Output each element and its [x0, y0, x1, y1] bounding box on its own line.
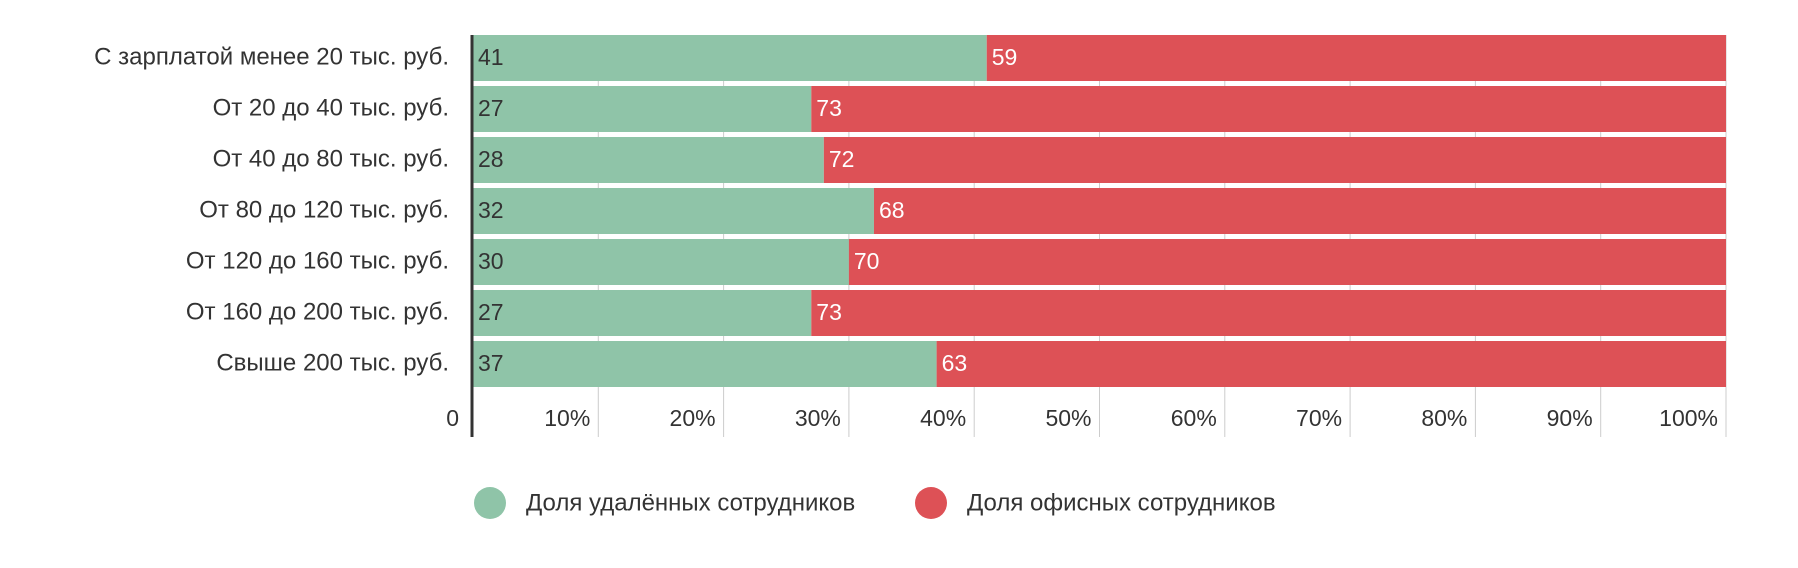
bar-remote-7: [473, 341, 937, 387]
category-label-1: С зарплатой менее 20 тыс. руб.: [94, 43, 449, 70]
x-tick-label-0: 0: [446, 405, 459, 431]
bar-office-7: [936, 341, 1726, 387]
data-label-office-6: 73: [816, 299, 842, 325]
legend: Доля удалённых сотрудников Доля офисных с…: [474, 487, 1276, 519]
data-label-remote-3: 28: [478, 146, 504, 172]
x-tick-label-10: 10%: [544, 405, 590, 431]
bar-office-4: [873, 188, 1726, 234]
bar-remote-2: [473, 86, 812, 132]
bar-remote-3: [473, 137, 824, 183]
data-label-remote-2: 27: [478, 95, 504, 121]
data-label-remote-5: 30: [478, 248, 504, 274]
bar-office-1: [986, 35, 1726, 81]
x-tick-label-30: 30%: [795, 405, 841, 431]
bar-office-2: [811, 86, 1726, 132]
legend-marker-office: [915, 487, 947, 519]
data-label-office-5: 70: [854, 248, 880, 274]
labels: 0 10% 20% 30% 40% 50% 60% 70% 80% 90% 100% С зарпла…: [94, 43, 1718, 431]
data-label-office-3: 72: [829, 146, 855, 172]
category-label-6: От 160 до 200 тыс. руб.: [186, 298, 449, 325]
data-label-remote-7: 37: [478, 350, 504, 376]
bars: [473, 35, 1726, 387]
bar-remote-4: [473, 188, 874, 234]
category-label-2: От 20 до 40 тыс. руб.: [213, 94, 449, 121]
category-label-5: От 120 до 160 тыс. руб.: [186, 247, 449, 274]
legend-marker-remote: [474, 487, 506, 519]
category-label-3: От 40 до 80 тыс. руб.: [213, 145, 449, 172]
bar-remote-1: [473, 35, 987, 81]
bar-office-5: [848, 239, 1726, 285]
x-tick-label-40: 40%: [920, 405, 966, 431]
bar-remote-6: [473, 290, 812, 336]
data-label-office-4: 68: [879, 197, 905, 223]
data-label-office-1: 59: [992, 44, 1018, 70]
x-tick-label-70: 70%: [1296, 405, 1342, 431]
legend-label-remote: Доля удалённых сотрудников: [526, 489, 855, 516]
x-tick-label-60: 60%: [1171, 405, 1217, 431]
x-tick-label-80: 80%: [1421, 405, 1467, 431]
x-tick-label-50: 50%: [1045, 405, 1091, 431]
data-label-remote-6: 27: [478, 299, 504, 325]
data-label-office-7: 63: [942, 350, 968, 376]
x-tick-label-90: 90%: [1547, 405, 1593, 431]
x-tick-label-100: 100%: [1659, 405, 1718, 431]
data-label-remote-4: 32: [478, 197, 504, 223]
legend-label-office: Доля офисных сотрудников: [967, 489, 1276, 516]
data-label-office-2: 73: [816, 95, 842, 121]
bar-remote-5: [473, 239, 849, 285]
category-label-4: От 80 до 120 тыс. руб.: [199, 196, 449, 223]
category-label-7: Свыше 200 тыс. руб.: [216, 349, 449, 376]
x-tick-label-20: 20%: [670, 405, 716, 431]
bar-office-3: [823, 137, 1726, 183]
bar-office-6: [811, 290, 1726, 336]
data-label-remote-1: 41: [478, 44, 504, 70]
